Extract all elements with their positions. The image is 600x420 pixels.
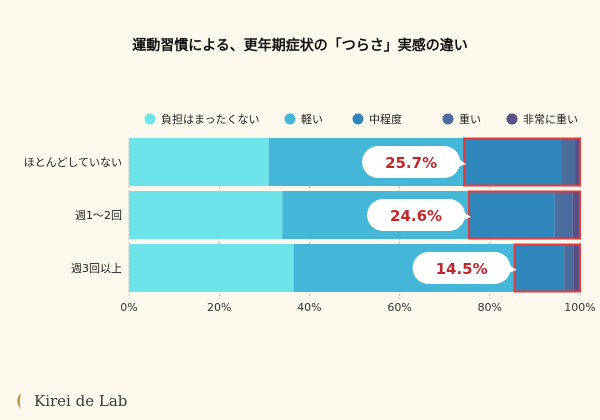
legend-swatch-3 bbox=[442, 113, 454, 125]
callout-value-2: 14.5% bbox=[436, 260, 488, 278]
highlight-box-2 bbox=[513, 243, 581, 293]
bar-segment-0-2 bbox=[464, 138, 562, 186]
legend-label-4: 非常に重い bbox=[523, 112, 578, 126]
callout-bubble-shape-2 bbox=[412, 252, 511, 284]
callout-value-1: 24.6% bbox=[390, 207, 442, 225]
bar-segment-2-0 bbox=[129, 244, 294, 292]
chart-title: 運動習慣による、更年期症状の「つらさ」実感の違い bbox=[132, 37, 468, 54]
legend-swatch-1 bbox=[284, 113, 296, 125]
x-tick-label-2: 40% bbox=[297, 301, 321, 314]
bar-segment-2-3 bbox=[564, 244, 574, 292]
legend-label-1: 軽い bbox=[301, 113, 323, 126]
callout-bubble-2: 14.5% bbox=[412, 252, 517, 284]
callout-value-0: 25.7% bbox=[385, 154, 437, 172]
bar-segment-1-4 bbox=[572, 191, 580, 239]
chart-callouts: 25.7% 24.6% 14.5% bbox=[362, 137, 581, 293]
highlight-box-1 bbox=[468, 190, 581, 240]
legend-label-2: 中程度 bbox=[369, 112, 402, 126]
legend-swatch-4 bbox=[506, 113, 518, 125]
callout-pointer-1 bbox=[457, 209, 472, 222]
x-tick-label-5: 100% bbox=[564, 301, 595, 314]
legend-label-0: 負担はまったくない bbox=[161, 112, 260, 126]
brand-name: Kirei de Lab bbox=[34, 392, 128, 410]
bar-segment-2-2 bbox=[514, 244, 565, 292]
highlight-box-0 bbox=[463, 137, 581, 187]
callout-bubble-shape-1 bbox=[367, 199, 466, 231]
bar-segment-2-4 bbox=[573, 244, 580, 292]
bar-segment-0-3 bbox=[561, 138, 576, 186]
x-tick-label-0: 0% bbox=[120, 301, 137, 314]
callout-bubble-1: 24.6% bbox=[367, 199, 472, 231]
callout-pointer-2 bbox=[502, 262, 517, 275]
bar-segment-1-2 bbox=[469, 191, 555, 239]
bar-segment-1-0 bbox=[129, 191, 283, 239]
legend-swatch-2 bbox=[352, 113, 364, 125]
callout-pointer-0 bbox=[452, 156, 467, 169]
legend-label-3: 重い bbox=[459, 112, 481, 126]
legend-swatch-0 bbox=[144, 113, 156, 125]
category-label-1: 週1〜2回 bbox=[75, 209, 122, 222]
x-tick-label-3: 60% bbox=[387, 301, 411, 314]
x-tick-label-1: 20% bbox=[207, 301, 231, 314]
bar-segment-1-3 bbox=[554, 191, 573, 239]
bar-segment-0-0 bbox=[129, 138, 269, 186]
category-label-0: ほとんどしていない bbox=[24, 156, 122, 169]
x-axis: 0% 20% 40% 60% 80% 100% bbox=[120, 301, 595, 314]
leaf-logo-icon bbox=[17, 393, 21, 409]
category-label-2: 週3回以上 bbox=[71, 262, 122, 275]
callout-bubble-shape-0 bbox=[362, 146, 461, 178]
chart-legend: 負担はまったくない 軽い 中程度 重い 非常に重い bbox=[144, 112, 578, 126]
brand-logo: Kirei de Lab bbox=[14, 392, 127, 410]
callout-bubble-0: 25.7% bbox=[362, 146, 467, 178]
x-tick-label-4: 80% bbox=[478, 301, 502, 314]
bar-segment-0-4 bbox=[575, 138, 580, 186]
